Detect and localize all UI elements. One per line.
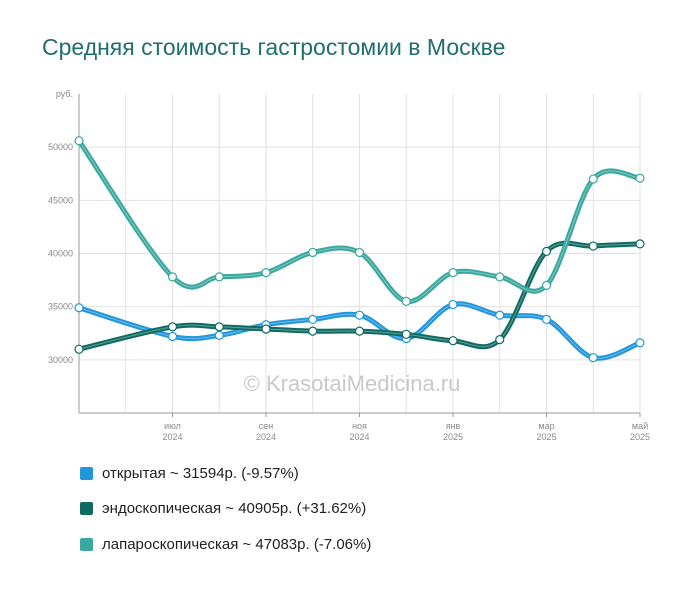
data-point-laparoscopic <box>354 247 365 258</box>
data-point-open <box>354 310 365 320</box>
data-point-open <box>495 310 505 320</box>
data-point-laparoscopic <box>214 272 224 282</box>
x-tick-label-year: 2025 <box>443 432 463 442</box>
data-point-open <box>541 314 552 325</box>
data-point-laparoscopic <box>541 280 552 290</box>
x-tick-label-month: янв <box>446 421 461 431</box>
legend-label-laparoscopic: лапароскопическая ~ 47083р. (-7.06%) <box>102 535 372 553</box>
legend-swatch-open <box>80 466 93 480</box>
data-point-open <box>448 299 458 310</box>
chart-title: Средняя стоимость гастростомии в Москве <box>42 34 506 60</box>
y-tick-label: 30000 <box>48 355 73 365</box>
series-line-open <box>76 301 643 361</box>
x-tick-label-year: 2024 <box>256 432 276 442</box>
data-point-endoscopic <box>401 329 411 339</box>
data-point-endoscopic <box>635 239 645 249</box>
y-tick-label: 45000 <box>48 195 73 205</box>
series-line-highlight-laparoscopic <box>78 140 641 302</box>
data-point-endoscopic <box>74 344 84 354</box>
y-axis-unit: руб. <box>56 89 73 99</box>
data-point-open <box>308 314 318 325</box>
x-tick-label-year: 2025 <box>630 432 650 442</box>
data-point-laparoscopic <box>588 174 598 184</box>
watermark-text: © KrasotaiMedicina.ru <box>244 371 461 396</box>
legend-swatch-endoscopic <box>80 502 93 515</box>
data-point-laparoscopic <box>167 272 178 282</box>
data-point-open <box>214 330 224 340</box>
data-point-laparoscopic <box>495 272 505 282</box>
x-tick-label-month: июл <box>164 421 181 431</box>
legend-swatch-laparoscopic <box>80 537 93 551</box>
line-chart: 3000035000400004500050000руб.июл2024сен2… <box>48 89 650 442</box>
data-point-endoscopic <box>167 322 178 332</box>
y-tick-label: 35000 <box>48 302 73 312</box>
y-tick-label: 50000 <box>48 142 73 152</box>
chart-legend: открытая ~ 31594р. (-9.57%) эндоскопичес… <box>80 462 371 569</box>
data-point-laparoscopic <box>448 268 458 278</box>
data-point-endoscopic <box>541 246 552 256</box>
x-tick-label-year: 2025 <box>536 432 556 442</box>
legend-item-laparoscopic[interactable]: лапароскопическая ~ 47083р. (-7.06%) <box>80 533 371 555</box>
x-tick-label-month: сен <box>259 421 274 431</box>
data-point-endoscopic <box>354 326 365 336</box>
data-point-open <box>588 353 598 363</box>
legend-label-endoscopic: эндоскопическая ~ 40905р. (+31.62%) <box>102 500 367 517</box>
x-tick-label-year: 2024 <box>349 432 369 442</box>
data-point-laparoscopic <box>74 136 84 146</box>
data-point-open <box>167 331 178 342</box>
x-tick-label-month: мар <box>538 421 554 431</box>
data-point-laparoscopic <box>308 247 318 258</box>
x-tick-label-month: ноя <box>352 421 367 431</box>
y-tick-label: 40000 <box>48 249 73 259</box>
data-point-laparoscopic <box>635 173 645 183</box>
legend-item-endoscopic[interactable]: эндоскопическая ~ 40905р. (+31.62%) <box>80 498 371 520</box>
x-tick-label-month: май <box>632 421 648 431</box>
data-point-endoscopic <box>261 324 271 334</box>
data-point-endoscopic <box>214 322 224 332</box>
series-line-laparoscopic <box>76 138 643 304</box>
data-point-endoscopic <box>588 241 598 251</box>
legend-item-open[interactable]: открытая ~ 31594р. (-9.57%) <box>80 462 371 484</box>
data-point-endoscopic <box>495 335 505 345</box>
data-point-endoscopic <box>308 326 318 336</box>
x-tick-label-year: 2024 <box>162 432 182 442</box>
data-point-laparoscopic <box>401 296 411 306</box>
legend-label-open: открытая ~ 31594р. (-9.57%) <box>102 464 299 482</box>
data-point-open <box>635 338 645 348</box>
data-point-laparoscopic <box>261 268 271 278</box>
data-point-endoscopic <box>448 336 458 346</box>
data-point-open <box>74 303 84 313</box>
series-line-highlight-open <box>78 303 641 359</box>
